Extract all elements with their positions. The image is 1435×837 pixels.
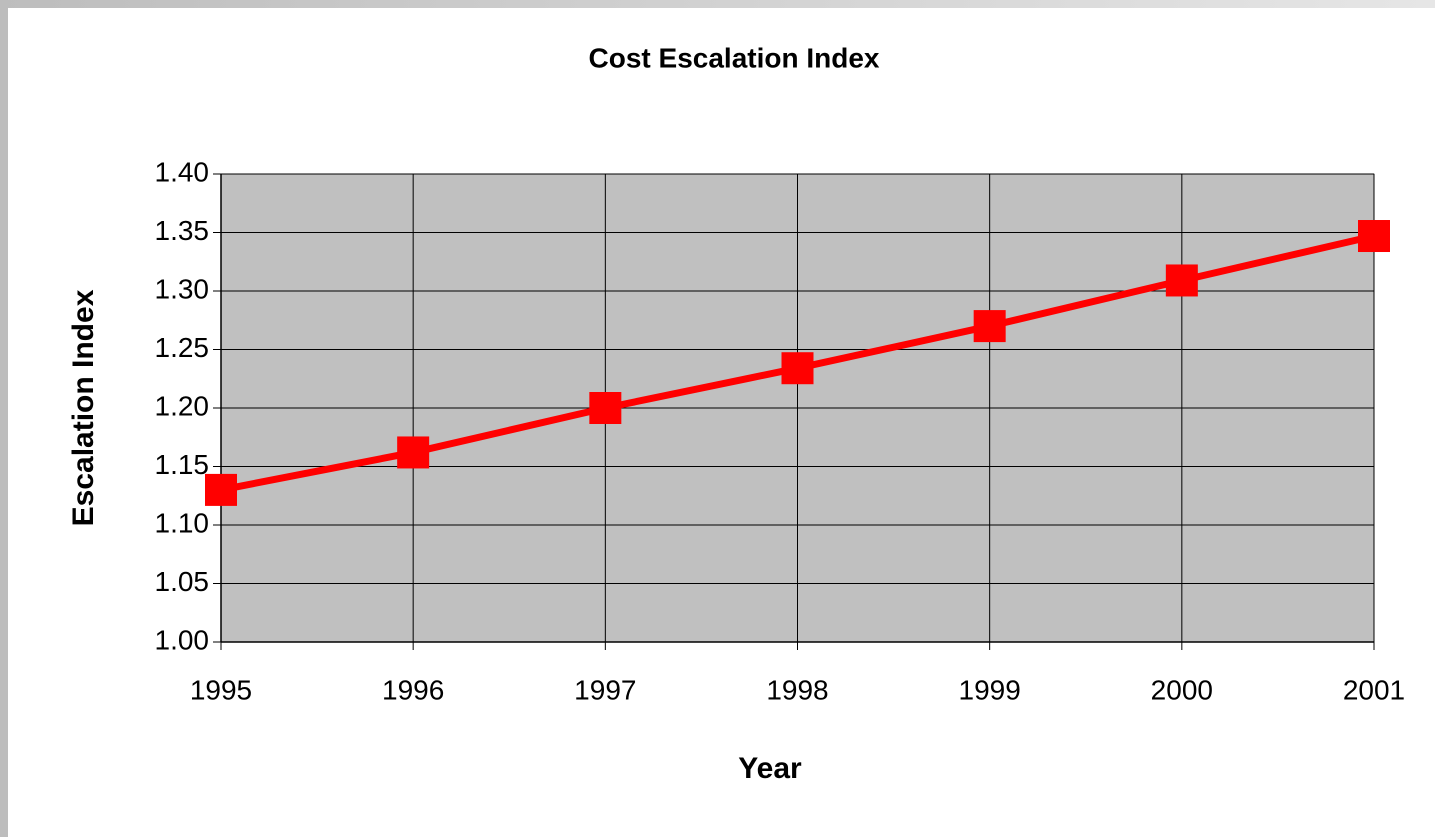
x-tick-label: 1997 (574, 674, 636, 705)
x-tick-label: 2000 (1151, 674, 1213, 705)
y-tick-label: 1.10 (155, 507, 210, 538)
y-tick-label: 1.30 (155, 273, 210, 304)
y-tick-label: 1.25 (155, 332, 210, 363)
data-marker (397, 436, 430, 469)
data-marker (973, 310, 1006, 343)
data-marker (589, 392, 622, 424)
data-marker (205, 473, 237, 506)
y-tick-label: 1.15 (155, 449, 210, 480)
x-axis-label: Year (738, 752, 802, 785)
x-tick-label: 1998 (766, 674, 828, 705)
x-tick-label: 1999 (959, 674, 1021, 705)
y-tick-label: 1.40 (155, 156, 210, 187)
x-tick-label: 1995 (190, 674, 252, 705)
data-marker (1358, 220, 1390, 253)
y-tick-label: 1.35 (155, 215, 210, 246)
data-marker (781, 352, 814, 385)
y-tick-label: 1.00 (155, 624, 210, 655)
x-tick-label: 1996 (382, 674, 444, 705)
x-tick-label: 2001 (1343, 674, 1405, 705)
data-marker (1165, 264, 1198, 297)
y-axis-label: Escalation Index (67, 289, 100, 526)
y-tick-label: 1.20 (155, 390, 210, 421)
chart-title: Cost Escalation Index (589, 42, 880, 73)
y-tick-label: 1.05 (155, 566, 210, 597)
